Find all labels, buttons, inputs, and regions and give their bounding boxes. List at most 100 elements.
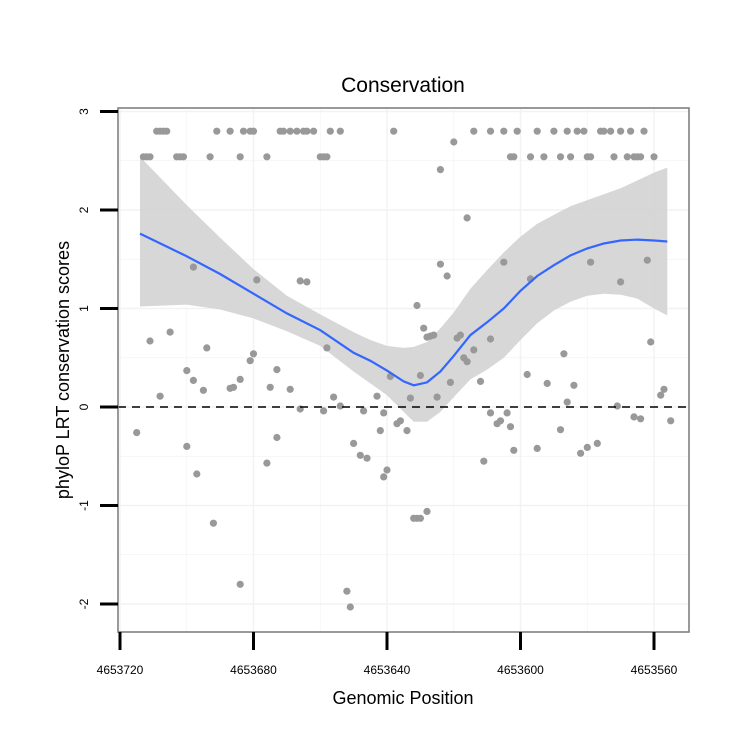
data-point [380, 409, 388, 417]
data-point [643, 256, 651, 264]
data-point [320, 407, 328, 415]
data-point [373, 392, 381, 400]
data-point [476, 377, 485, 385]
data-point [486, 409, 495, 417]
data-point [323, 344, 331, 352]
data-point [540, 153, 548, 161]
data-point [637, 415, 645, 423]
data-point [510, 446, 518, 454]
data-point [623, 153, 631, 161]
data-point [570, 381, 578, 389]
y-axis: -2 -1 0 1 2 3 [77, 108, 118, 609]
data-point [627, 127, 635, 135]
data-point [189, 376, 197, 384]
data-point [396, 417, 404, 425]
data-point [446, 378, 454, 386]
data-point [533, 127, 541, 135]
data-point [607, 127, 615, 135]
data-point [286, 127, 294, 135]
y-tick-label: -2 [77, 598, 91, 609]
data-point [310, 127, 318, 135]
data-point [343, 587, 351, 595]
data-point [423, 507, 431, 515]
data-point [236, 375, 244, 383]
data-points [133, 127, 675, 611]
data-point [213, 127, 221, 135]
data-point [279, 127, 288, 135]
data-point [580, 127, 588, 135]
data-point [199, 386, 207, 394]
data-point [480, 457, 488, 465]
data-point [523, 370, 531, 379]
smooth-trend-line [139, 232, 668, 387]
data-point [470, 346, 478, 354]
data-point [249, 127, 258, 135]
panel-border [117, 107, 690, 633]
data-point [360, 407, 368, 415]
data-point [500, 127, 508, 135]
data-point [336, 402, 344, 410]
data-point [456, 331, 464, 339]
data-point [133, 429, 141, 437]
data-point [503, 409, 511, 417]
data-point [273, 366, 281, 374]
data-point [236, 580, 244, 588]
data-point [303, 278, 311, 286]
data-point [460, 354, 468, 362]
data-point [500, 258, 508, 266]
data-point [610, 153, 618, 161]
data-point [229, 383, 238, 391]
data-point [600, 127, 608, 135]
data-point [236, 153, 244, 161]
data-point [660, 385, 668, 393]
data-point [146, 153, 154, 161]
chart-title: Conservation [341, 74, 465, 97]
y-tick-label: -1 [77, 500, 91, 511]
data-point [183, 442, 191, 450]
data-point [406, 394, 414, 402]
data-point [640, 127, 648, 135]
data-point [383, 466, 391, 474]
data-point [163, 127, 171, 135]
data-point [470, 127, 478, 135]
data-point [563, 127, 571, 135]
data-point [463, 214, 471, 222]
data-point [556, 426, 565, 434]
data-point [380, 473, 388, 481]
data-point [193, 470, 201, 478]
data-point [166, 328, 174, 336]
data-point [617, 278, 625, 286]
data-point [526, 153, 535, 161]
data-point [203, 344, 211, 352]
data-point [563, 398, 571, 406]
data-point [413, 301, 421, 310]
data-point [326, 127, 334, 135]
data-point [650, 153, 658, 161]
data-point [146, 337, 154, 345]
data-point [156, 392, 164, 400]
data-point [573, 127, 581, 135]
data-point [647, 338, 655, 346]
y-tick-label: 3 [77, 108, 91, 115]
x-tick-label: 4653720 [97, 663, 144, 677]
data-point [513, 127, 521, 135]
data-point [416, 514, 424, 522]
data-point [183, 367, 191, 375]
data-point [637, 153, 645, 161]
y-tick-label: 2 [77, 206, 91, 213]
data-point [239, 127, 248, 135]
data-point [630, 413, 638, 421]
data-point [246, 357, 254, 365]
data-point [420, 324, 428, 332]
data-point [296, 277, 304, 285]
data-point [486, 335, 495, 343]
data-point [567, 153, 575, 161]
data-point [286, 385, 294, 393]
data-point [350, 439, 358, 447]
data-point [403, 427, 411, 435]
data-point [266, 383, 274, 391]
x-tick-label: 4653560 [631, 663, 678, 677]
data-point [543, 379, 551, 387]
data-point [293, 127, 301, 135]
